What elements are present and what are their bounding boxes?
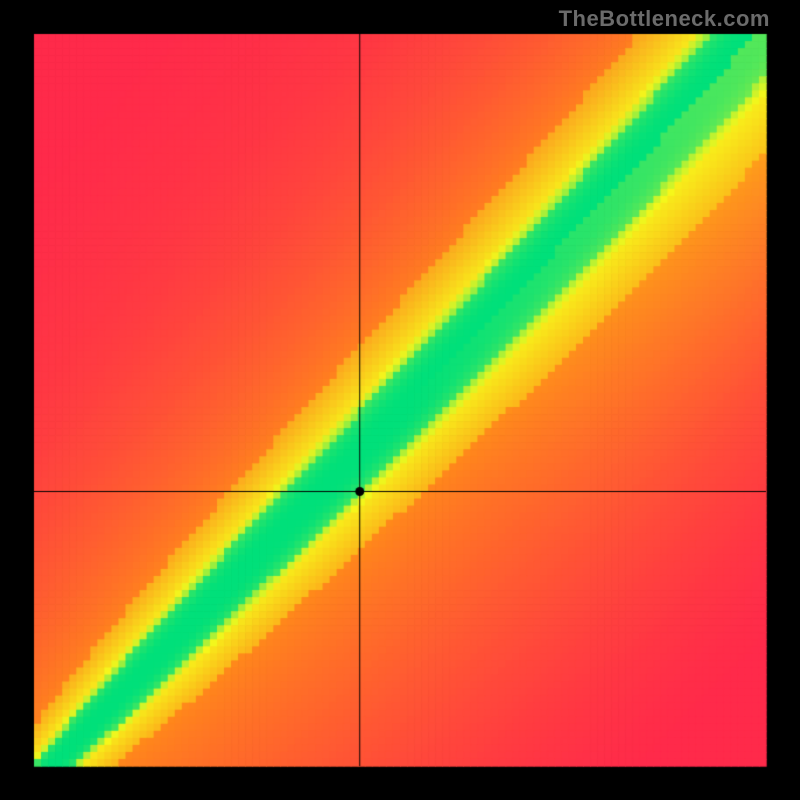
chart-container: TheBottleneck.com xyxy=(0,0,800,800)
bottleneck-heatmap xyxy=(0,0,800,800)
watermark-text: TheBottleneck.com xyxy=(559,6,770,32)
